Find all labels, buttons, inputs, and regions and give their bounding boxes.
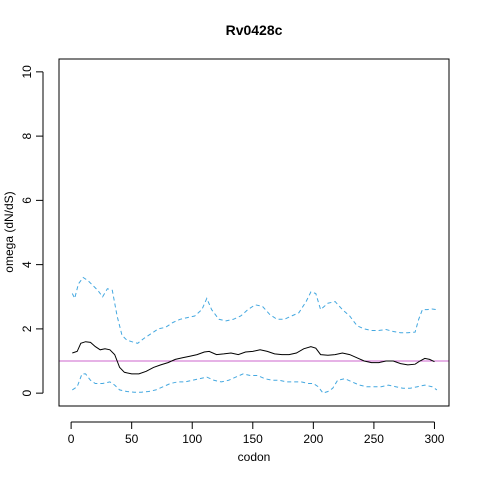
x-tick-label-300: 300	[424, 432, 444, 446]
x-tick-label-100: 100	[182, 432, 202, 446]
chart-title: Rv0428c	[226, 22, 283, 38]
y-tick-label-10: 10	[20, 65, 34, 79]
x-tick-label-250: 250	[364, 432, 384, 446]
series-lower-bound	[72, 373, 438, 394]
series-estimate	[72, 341, 435, 375]
series-upper-bound	[71, 276, 437, 344]
x-tick-label-50: 50	[125, 432, 139, 446]
y-axis-label: omega (dN/dS)	[2, 191, 16, 272]
y-tick-label-6: 6	[20, 197, 34, 204]
x-tick-label-200: 200	[303, 432, 323, 446]
y-tick-label-8: 8	[20, 132, 34, 139]
y-tick-label-2: 2	[20, 325, 34, 332]
y-tick-label-4: 4	[20, 261, 34, 268]
x-tick-label-150: 150	[243, 432, 263, 446]
x-tick-label-0: 0	[68, 432, 75, 446]
plot-frame	[58, 58, 450, 407]
y-tick-label-0: 0	[20, 389, 34, 396]
x-axis-label: codon	[238, 450, 271, 464]
